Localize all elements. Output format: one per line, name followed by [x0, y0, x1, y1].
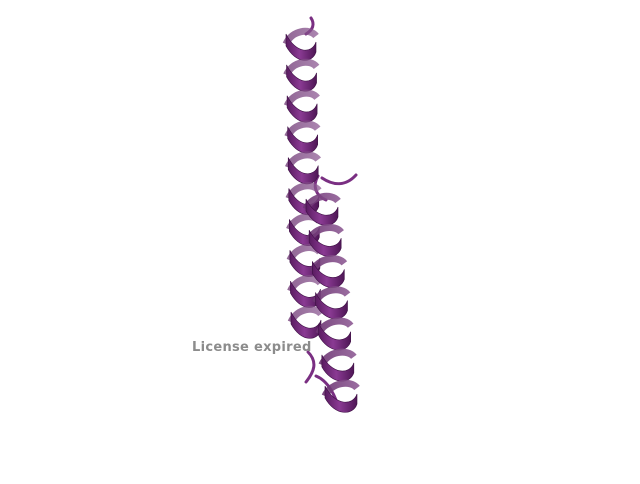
helix-turn-front [321, 354, 355, 382]
helix-turn-front [324, 385, 358, 413]
license-watermark: License expired [192, 340, 312, 355]
helix-turn-front [286, 95, 318, 123]
helix-turn-front [305, 198, 339, 226]
helix-turn-front [286, 64, 317, 92]
alpha-helix-1 [282, 27, 324, 339]
helix-turn-front [312, 261, 345, 288]
helix-turn-front [287, 157, 319, 185]
helix-turn-front [315, 292, 348, 320]
helix-turn-front [318, 323, 351, 351]
helix-turn-front [287, 126, 318, 154]
alpha-helix-2 [302, 192, 360, 413]
helix-turn-front [285, 33, 317, 61]
helix-turn-front [308, 230, 342, 257]
turn-loop [320, 173, 358, 186]
c-terminal-loop [304, 350, 316, 384]
